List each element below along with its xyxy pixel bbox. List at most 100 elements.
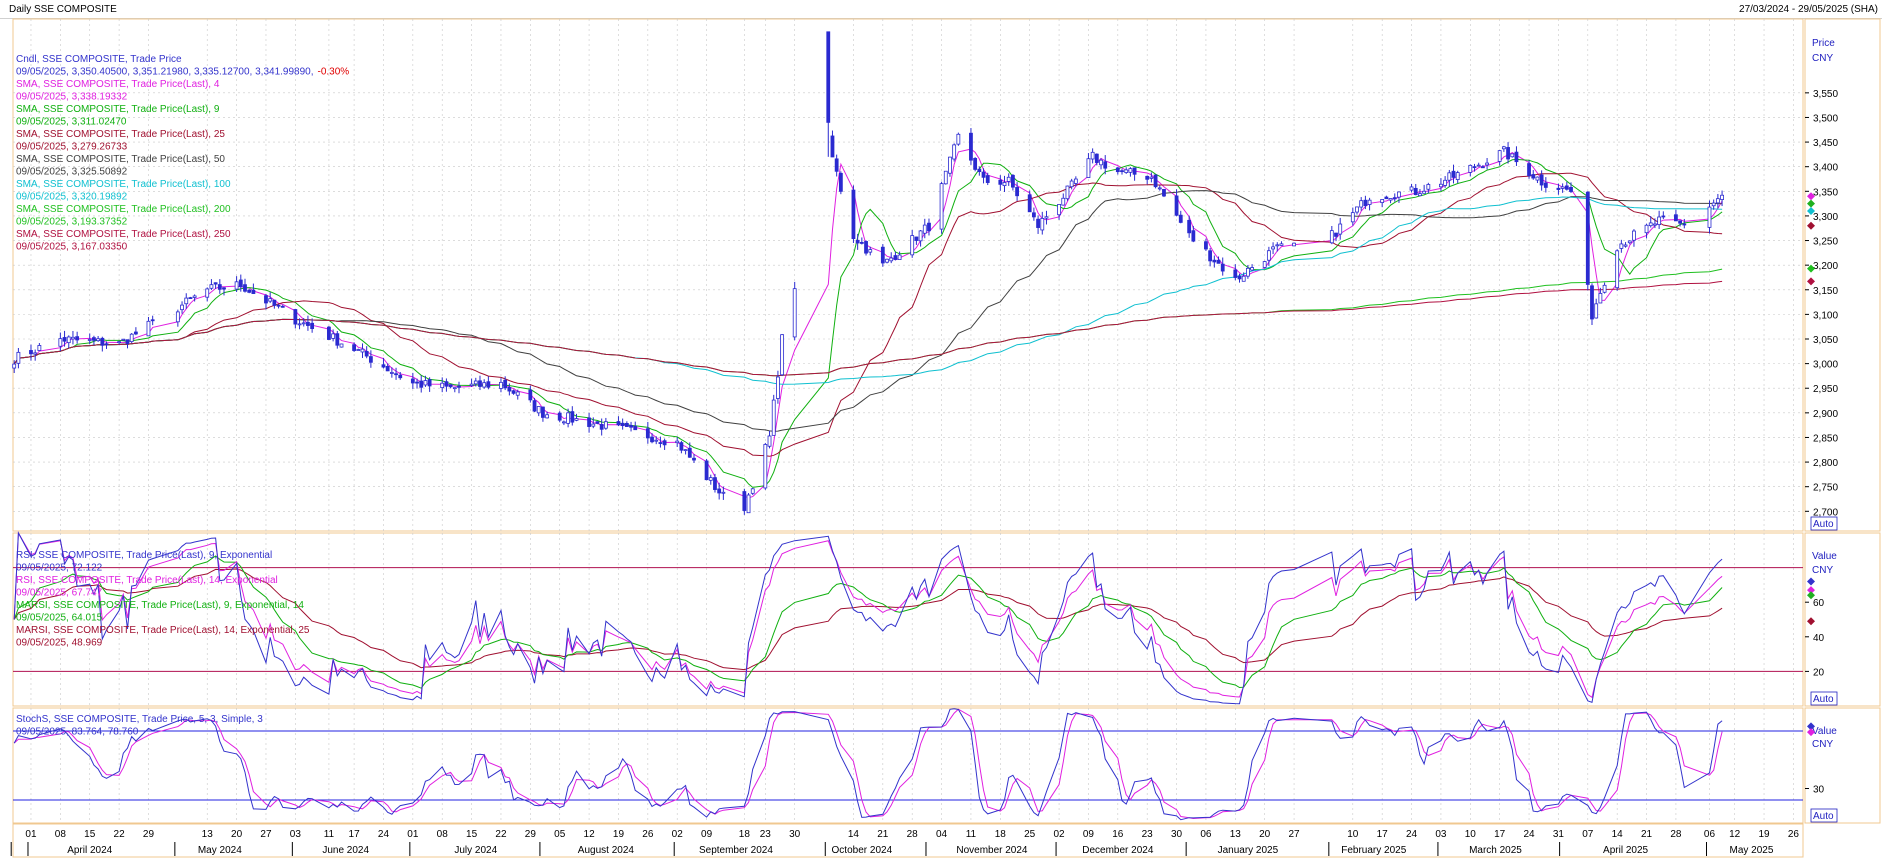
candle — [1619, 239, 1624, 253]
candle — [1237, 273, 1242, 283]
candle-down — [679, 442, 684, 451]
x-day-tick-label: 30 — [1171, 829, 1183, 840]
candle — [427, 377, 432, 392]
candle — [1329, 225, 1334, 245]
candle — [37, 343, 42, 352]
candle-up — [180, 304, 184, 311]
candle-down — [981, 171, 986, 178]
price-tick-label: 2,850 — [1813, 433, 1838, 444]
candle-down — [864, 241, 868, 254]
candle-down — [713, 477, 717, 490]
candle-up — [1443, 179, 1448, 186]
candle-up — [1648, 222, 1653, 227]
candle-up — [1245, 267, 1250, 277]
candle-down — [1392, 197, 1397, 200]
candle-down — [595, 421, 600, 424]
candle — [603, 417, 608, 430]
candle-up — [96, 338, 101, 342]
candle — [503, 376, 508, 391]
candle — [234, 276, 239, 293]
date-range: 27/03/2024 - 29/05/2025 (SHA) — [1739, 4, 1878, 15]
candle — [1468, 164, 1473, 177]
candle-down — [1145, 175, 1150, 180]
candle — [545, 411, 550, 419]
x-month-label: March 2025 — [1469, 845, 1522, 856]
candle-down — [830, 135, 835, 158]
candle — [1065, 185, 1070, 201]
x-day-tick-label: 17 — [1494, 829, 1506, 840]
candle — [457, 381, 461, 394]
x-day-tick-label: 27 — [260, 829, 272, 840]
candle-up — [1355, 206, 1359, 213]
candle-up — [654, 439, 659, 442]
candle — [939, 181, 944, 234]
candle — [1187, 215, 1192, 238]
candle-down — [385, 365, 390, 372]
candle-up — [956, 133, 961, 145]
candle-up — [58, 338, 63, 347]
candle — [1359, 197, 1364, 211]
x-day-tick-label: 15 — [466, 829, 478, 840]
candle — [1623, 242, 1628, 248]
candle — [440, 377, 445, 393]
candle — [1535, 176, 1540, 184]
candle — [1632, 229, 1636, 247]
candle-up — [1061, 197, 1066, 206]
candle-up — [12, 363, 17, 369]
x-day-tick-label: 11 — [966, 829, 977, 840]
candle — [1543, 177, 1548, 193]
candle — [339, 343, 344, 348]
candle-down — [1153, 174, 1158, 188]
rsi-axis-label: Value — [1812, 551, 1837, 562]
candle-up — [1501, 146, 1506, 150]
candle-up — [1439, 183, 1443, 188]
x-day-tick-label: 29 — [143, 829, 155, 840]
price-tick-label: 3,200 — [1813, 261, 1838, 272]
candle — [1099, 158, 1103, 170]
price-axis-label: Price — [1812, 38, 1835, 49]
candle-down — [532, 400, 537, 412]
candle — [746, 493, 751, 514]
candle — [650, 433, 654, 444]
candle-up — [1157, 187, 1162, 190]
candle — [452, 387, 457, 393]
candle — [1451, 164, 1456, 184]
candle — [192, 294, 197, 302]
candle-down — [1585, 191, 1590, 285]
candle-down — [650, 436, 654, 443]
x-month-label: April 2025 — [1603, 845, 1648, 856]
stoch-axis-marker — [1807, 728, 1815, 737]
price-axis-marker — [1807, 192, 1815, 201]
candle — [205, 287, 210, 302]
candle-down — [1178, 214, 1183, 223]
x-month-label: January 2025 — [1218, 845, 1279, 856]
candle-up — [1560, 186, 1565, 189]
candle — [948, 156, 952, 177]
candle — [1124, 167, 1129, 174]
candle — [121, 338, 126, 341]
candle-up — [574, 418, 579, 421]
candle-up — [939, 183, 944, 230]
candle — [133, 327, 138, 336]
candle — [1598, 287, 1603, 304]
candle-up — [473, 380, 478, 385]
candle-down — [838, 172, 843, 192]
candle-down — [1191, 230, 1196, 242]
candle-up — [603, 421, 608, 429]
candle — [1476, 162, 1481, 167]
candle-up — [1367, 199, 1372, 205]
candle — [1292, 242, 1296, 247]
x-day-tick-label: 17 — [349, 829, 361, 840]
candle-up — [1447, 172, 1452, 181]
candle — [180, 301, 184, 314]
candle-down — [503, 379, 508, 389]
candle — [410, 372, 415, 389]
candle — [1644, 223, 1649, 239]
candle-down — [1011, 174, 1015, 188]
candle — [952, 143, 957, 162]
x-day-tick-label: 27 — [1288, 829, 1300, 840]
candle — [998, 175, 1003, 191]
price-tick-label: 3,000 — [1813, 360, 1838, 371]
candle-down — [368, 356, 373, 363]
